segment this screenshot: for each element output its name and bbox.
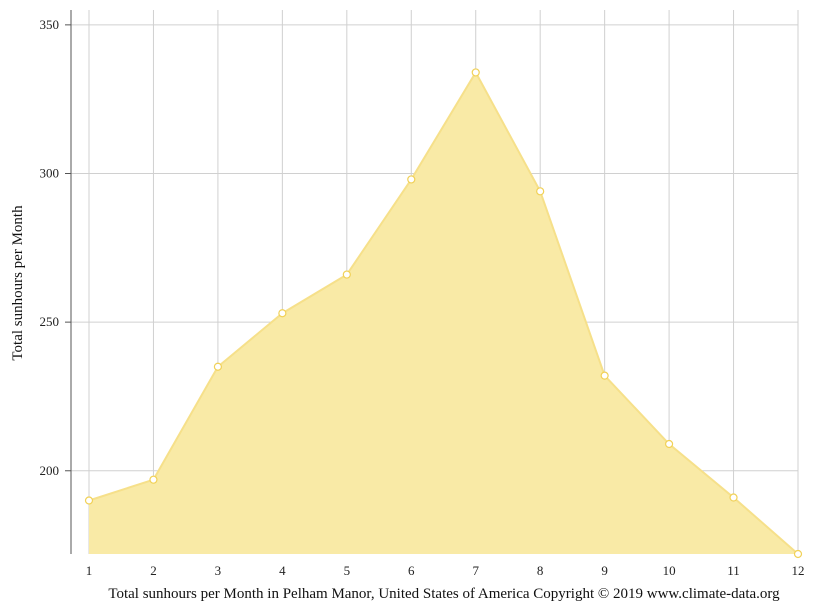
x-tick-label-7: 7: [472, 563, 479, 578]
data-point-9: [600, 371, 609, 380]
data-point-4: [278, 309, 287, 318]
data-point-2: [149, 475, 158, 484]
x-tick-label-3: 3: [215, 563, 222, 578]
data-point-5: [342, 270, 351, 279]
x-tick-label-10: 10: [663, 563, 676, 578]
x-tick-label-8: 8: [537, 563, 544, 578]
x-tick-label-2: 2: [150, 563, 157, 578]
x-tick-label-9: 9: [601, 563, 608, 578]
data-point-11: [729, 493, 738, 502]
y-axis-title: Total sunhours per Month: [10, 205, 26, 361]
y-tick-label-300: 300: [40, 165, 60, 180]
y-tick-label-250: 250: [40, 314, 60, 329]
data-point-3: [213, 362, 223, 371]
data-point-8: [536, 187, 545, 196]
data-point-6: [407, 175, 416, 184]
data-point-1: [84, 496, 94, 505]
x-axis-ticks: 1 2 3 4 5 6 7 8 9 10 11 12: [86, 563, 805, 578]
y-tick-label-350: 350: [40, 17, 60, 32]
x-tick-label-12: 12: [792, 563, 805, 578]
x-tick-label-4: 4: [279, 563, 286, 578]
x-tick-label-6: 6: [408, 563, 415, 578]
series-line: [88, 70, 799, 555]
y-axis-ticks: 200 250 300 350: [40, 17, 71, 478]
x-axis-title: Total sunhours per Month in Pelham Manor…: [108, 586, 780, 602]
data-points: [84, 68, 803, 559]
x-tick-label-1: 1: [86, 563, 93, 578]
x-tick-label-11: 11: [727, 563, 740, 578]
data-point-12: [793, 549, 803, 559]
y-tick-label-200: 200: [40, 463, 60, 478]
data-point-7: [471, 68, 480, 77]
x-tick-label-5: 5: [344, 563, 351, 578]
data-point-10: [664, 439, 674, 449]
area-fill: [89, 72, 798, 555]
